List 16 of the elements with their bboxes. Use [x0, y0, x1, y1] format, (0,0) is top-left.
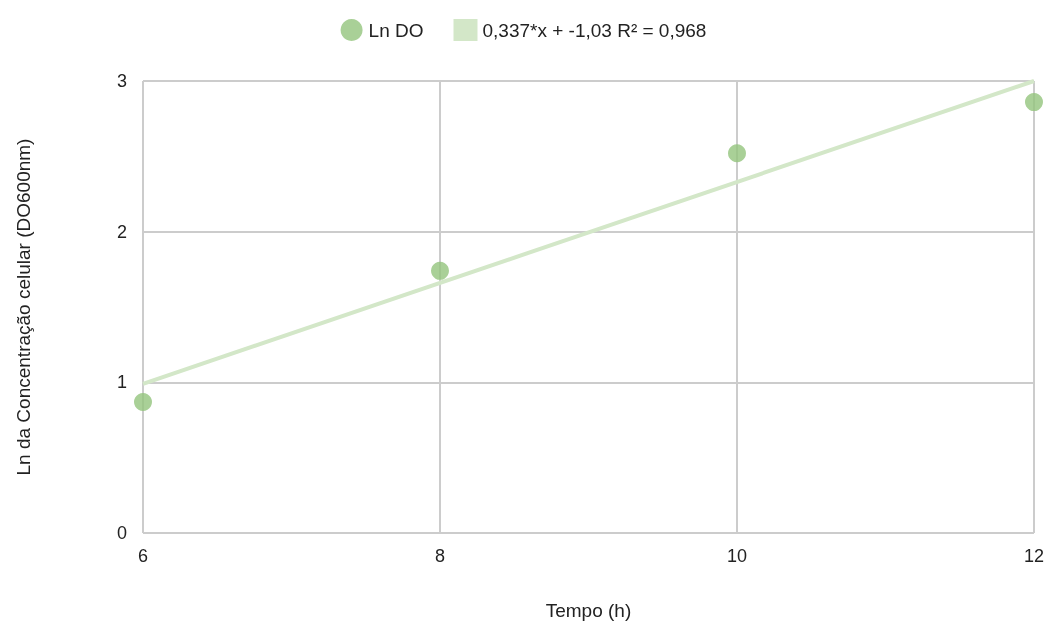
y-axis-title: Ln da Concentração celular (DO600nm) — [13, 138, 34, 476]
legend-label: 0,337*x + -1,03 R² = 0,968 — [482, 19, 707, 41]
y-tick-label: 2 — [116, 221, 127, 242]
x-tick-label: 10 — [726, 546, 748, 566]
x-tick-label: 12 — [1023, 546, 1044, 566]
x-axis-title: Tempo (h) — [545, 600, 632, 621]
point — [134, 392, 152, 411]
y-tick-label: 0 — [116, 523, 127, 543]
y-tick-label: 1 — [116, 372, 127, 393]
legend-label: Ln DO — [368, 19, 424, 41]
y-tick-label: 3 — [116, 71, 127, 91]
x-tick-label: 8 — [434, 546, 445, 566]
point — [1025, 93, 1043, 112]
point — [728, 144, 746, 163]
point — [431, 261, 449, 280]
x-tick-label: 6 — [137, 546, 149, 566]
